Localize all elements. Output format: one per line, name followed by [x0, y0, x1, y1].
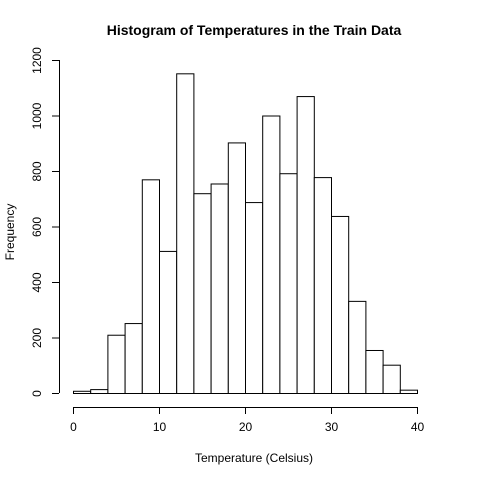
y-tick-label: 600: [30, 217, 44, 237]
histogram-bar: [90, 389, 109, 394]
histogram-bar: [124, 323, 143, 395]
histogram-bar: [382, 364, 401, 395]
histogram-bar: [296, 96, 315, 394]
y-axis: 0 200 400 600 800 1000 1200: [30, 47, 60, 397]
histogram-bar: [331, 215, 350, 394]
histogram-bar: [210, 183, 229, 394]
bars-group: [73, 73, 418, 395]
histogram-bar: [245, 202, 264, 394]
histogram-bar: [348, 300, 367, 394]
x-axis-title: Temperature (Celsius): [195, 451, 313, 465]
y-tick-label: 1200: [30, 47, 44, 74]
y-tick-label: 400: [30, 272, 44, 292]
y-tick-label: 800: [30, 161, 44, 181]
histogram-bar: [262, 115, 281, 394]
histogram-bar: [176, 73, 195, 394]
x-tick-label: 10: [153, 420, 167, 434]
y-tick-label: 0: [30, 390, 44, 397]
histogram-bar: [313, 177, 332, 394]
histogram-bar: [227, 142, 247, 394]
histogram-bar: [141, 179, 161, 394]
chart-title: Histogram of Temperatures in the Train D…: [107, 22, 402, 38]
histogram-bar: [159, 250, 178, 394]
y-tick-label: 200: [30, 328, 44, 348]
x-tick-label: 40: [411, 420, 425, 434]
x-tick-label: 20: [239, 420, 253, 434]
histogram-bar: [107, 334, 126, 395]
histogram-bar: [73, 390, 92, 394]
histogram-bar: [193, 193, 212, 394]
histogram-bar: [279, 173, 298, 394]
x-tick-label: 30: [325, 420, 339, 434]
histogram-bar: [399, 389, 418, 395]
histogram-bar: [365, 349, 384, 394]
x-tick-label: 0: [70, 420, 77, 434]
y-axis-title: Frequency: [3, 204, 17, 261]
x-axis: 0 10 20 30 40: [70, 407, 424, 434]
y-tick-label: 1000: [30, 102, 44, 129]
